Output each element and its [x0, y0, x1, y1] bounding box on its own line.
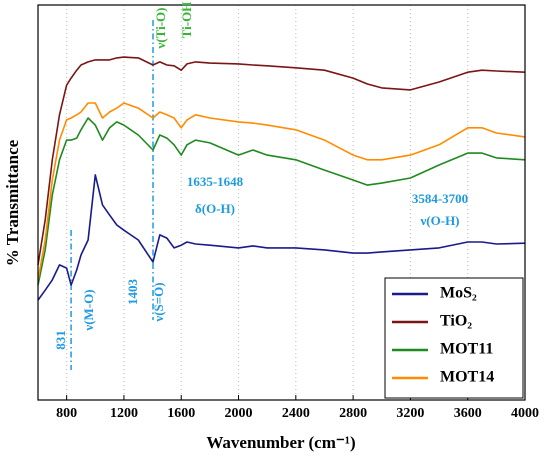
- x-tick-label: 800: [56, 406, 77, 421]
- x-tick-label: 4000: [511, 406, 539, 421]
- series-line: [37, 174, 526, 301]
- x-tick-label: 2000: [225, 406, 253, 421]
- annotation: ν(S=O): [151, 282, 166, 322]
- legend-label: TiO₂: [440, 313, 472, 330]
- y-axis-label: % Transmittance: [3, 139, 22, 266]
- x-axis-label: Wavenumber (cm⁻¹): [206, 433, 355, 452]
- x-tick-label: 1200: [110, 406, 138, 421]
- x-tick-label: 2400: [282, 406, 310, 421]
- annotation: 831: [53, 330, 68, 350]
- x-tick-label: 3600: [454, 406, 482, 421]
- x-tick-label: 3200: [396, 406, 424, 421]
- legend-label: MOT11: [440, 341, 493, 358]
- annotation: ν(Ti-O): [153, 8, 168, 50]
- annotation: Ti-OH: [179, 2, 194, 39]
- annotation: 3584-3700: [412, 191, 468, 206]
- plot-frame: [37, 4, 526, 401]
- series-line: [37, 102, 526, 281]
- series-line: [37, 56, 526, 266]
- annotation: ν(M-O): [81, 289, 96, 331]
- annotation: 1635-1648: [187, 174, 244, 189]
- x-tick-label: 1600: [167, 406, 195, 421]
- annotation: ν(O-H): [419, 213, 459, 228]
- annotation: 1403: [125, 279, 140, 306]
- series-line: [37, 117, 526, 286]
- legend-label: MOT14: [440, 369, 494, 386]
- annotation: δ(O-H): [195, 201, 235, 216]
- x-tick-label: 2800: [339, 406, 367, 421]
- legend-label: MoS₂: [440, 285, 477, 302]
